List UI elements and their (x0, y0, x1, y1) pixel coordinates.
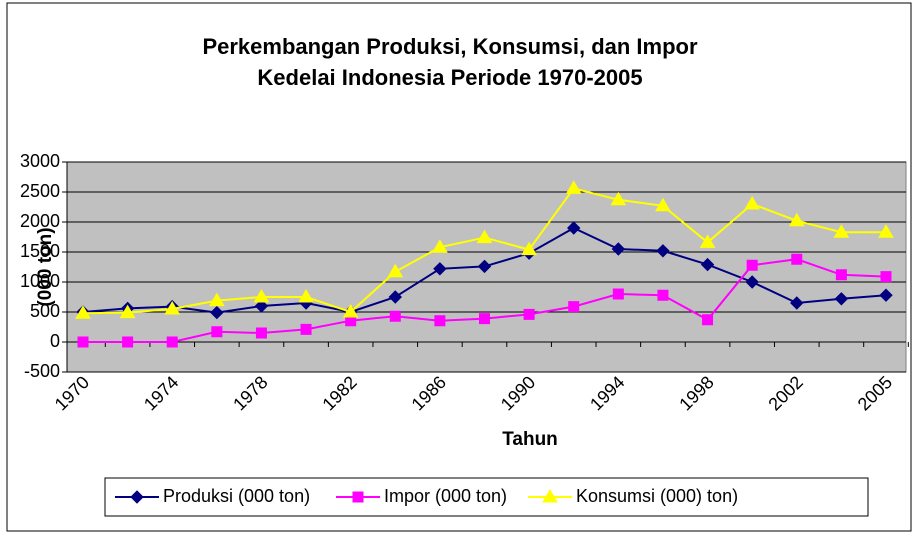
marker (254, 299, 269, 313)
marker (77, 336, 89, 348)
marker (878, 224, 894, 238)
y-tick-label: 2500 (20, 181, 60, 201)
marker (656, 244, 670, 258)
marker (119, 304, 136, 319)
marker (388, 290, 402, 304)
x-axis-title: Tahun (502, 429, 558, 450)
y-tick-label: 1000 (20, 271, 60, 291)
legend-label: Impor (000 ton) (384, 486, 507, 506)
marker (253, 289, 270, 303)
chart-title: Kedelai Indonesia Periode 1970-2005 (257, 65, 642, 90)
marker (521, 241, 537, 256)
marker (746, 259, 758, 271)
marker (130, 490, 144, 504)
y-tick-label: 2000 (20, 211, 60, 231)
marker (788, 212, 805, 227)
marker (477, 259, 492, 274)
marker (702, 314, 714, 326)
marker (700, 257, 715, 272)
marker (834, 292, 849, 306)
marker (745, 275, 759, 289)
marker (352, 491, 364, 503)
marker (479, 313, 490, 325)
marker (255, 327, 267, 339)
chart-title: Perkembangan Produksi, Konsumsi, dan Imp… (202, 34, 698, 59)
marker (611, 242, 626, 256)
marker (164, 301, 181, 315)
marker (835, 269, 847, 281)
marker (208, 292, 225, 307)
y-axis-title: (000 ton) (35, 227, 56, 306)
legend-box (104, 477, 869, 517)
marker (211, 326, 223, 338)
marker (612, 288, 624, 300)
marker (166, 336, 178, 348)
marker (833, 224, 850, 238)
marker (298, 289, 314, 303)
marker (568, 301, 580, 313)
marker (433, 262, 447, 276)
y-tick-label: 0 (50, 331, 60, 351)
marker (210, 305, 224, 320)
y-tick-label: -500 (24, 361, 60, 381)
marker (657, 289, 669, 301)
legend-label: Konsumsi (000) ton) (576, 486, 738, 506)
y-tick-label: 1500 (20, 241, 60, 261)
marker (744, 196, 761, 210)
marker (122, 336, 134, 348)
marker (523, 308, 535, 320)
marker (342, 304, 359, 318)
marker (699, 234, 716, 248)
marker (567, 221, 581, 235)
marker (879, 288, 893, 302)
marker (791, 253, 803, 265)
marker (565, 180, 582, 194)
marker (476, 229, 493, 244)
y-tick-label: 500 (30, 301, 60, 321)
marker (434, 315, 446, 327)
marker (542, 489, 558, 503)
marker (880, 271, 892, 283)
marker (75, 305, 91, 319)
marker (655, 197, 671, 212)
marker (300, 323, 312, 335)
marker (432, 239, 448, 253)
marker (387, 263, 404, 278)
marker (389, 310, 401, 322)
marker (610, 191, 627, 206)
marker (790, 296, 804, 310)
legend-label: Produksi (000 ton) (163, 486, 310, 506)
y-tick-label: 3000 (20, 151, 60, 171)
